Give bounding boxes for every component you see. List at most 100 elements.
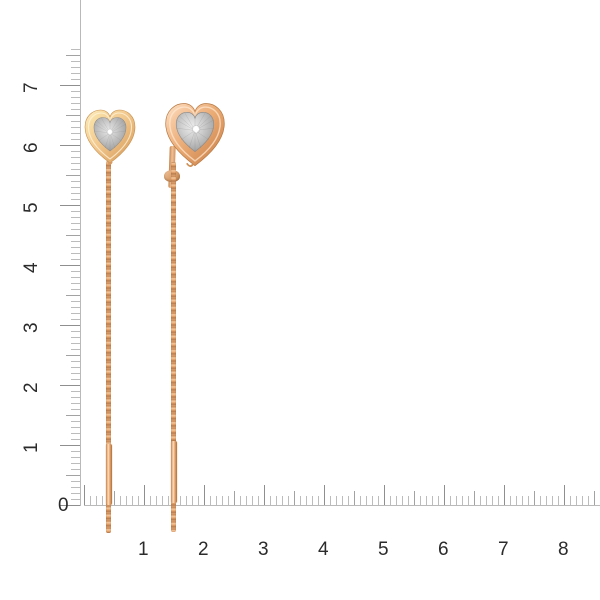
ruler-tick: [71, 73, 80, 74]
ruler-tick: [324, 485, 325, 505]
ruler-tick: [558, 496, 559, 505]
ruler-tick: [71, 61, 80, 62]
ruler-tick: [71, 301, 80, 302]
ruler-tick: [71, 217, 80, 218]
ruler-tick: [71, 163, 80, 164]
ruler-label-x-1: 1: [138, 539, 149, 560]
ruler-tick: [228, 496, 229, 505]
ruler-tick: [258, 496, 259, 505]
ruler-tick: [71, 487, 80, 488]
ruler-tick: [71, 259, 80, 260]
ruler-tick: [294, 491, 295, 505]
ruler-tick: [402, 496, 403, 505]
horizontal-ruler-axis: [84, 505, 600, 506]
ruler-tick: [120, 496, 121, 505]
left-earring-chain: [106, 161, 111, 533]
ruler-tick: [71, 439, 80, 440]
ruler-tick: [534, 491, 535, 505]
ruler-tick: [588, 496, 589, 505]
ruler-tick: [71, 133, 80, 134]
ruler-tick: [456, 496, 457, 505]
ruler-tick: [516, 496, 517, 505]
ruler-tick: [420, 496, 421, 505]
ruler-tick: [144, 485, 145, 505]
ruler-tick: [71, 187, 80, 188]
right-earring: [156, 100, 236, 532]
ruler-tick: [282, 496, 283, 505]
ruler-tick: [132, 496, 133, 505]
ruler-tick: [204, 485, 205, 505]
ruler-tick: [114, 491, 115, 505]
ruler-tick: [540, 496, 541, 505]
diamond-facet: [107, 129, 113, 135]
ruler-label-x-2: 2: [198, 539, 209, 560]
ruler-tick: [594, 491, 595, 505]
ruler-label-y-2: 2: [21, 382, 42, 393]
ruler-tick: [71, 91, 80, 92]
vertical-ruler-axis: [80, 0, 81, 506]
ruler-tick: [510, 496, 511, 505]
left-earring: [80, 105, 150, 533]
ruler-label-x-6: 6: [438, 539, 449, 560]
ruler-tick: [71, 379, 80, 380]
chain-links: [106, 161, 111, 533]
ruler-tick: [348, 496, 349, 505]
right-earring-threader-bar: [170, 441, 177, 503]
ruler-tick: [71, 151, 80, 152]
heart-bail: [186, 162, 194, 167]
ruler-tick: [71, 193, 80, 194]
ruler-tick: [71, 49, 80, 50]
ruler-tick: [576, 496, 577, 505]
ruler-tick: [486, 496, 487, 505]
ruler-tick: [71, 229, 80, 230]
ruler-tick: [71, 331, 80, 332]
ruler-tick: [384, 485, 385, 505]
ruler-tick: [71, 157, 80, 158]
ruler-tick: [66, 355, 80, 356]
ruler-tick: [474, 491, 475, 505]
ruler-label-y-5: 5: [21, 202, 42, 213]
ruler-tick: [492, 496, 493, 505]
ruler-tick: [408, 496, 409, 505]
ruler-tick: [582, 496, 583, 505]
ruler-tick: [71, 253, 80, 254]
ruler-label-y-6: 6: [21, 142, 42, 153]
ruler-tick: [71, 463, 80, 464]
ruler-tick: [570, 496, 571, 505]
ruler-tick: [372, 496, 373, 505]
ruler-tick: [71, 469, 80, 470]
ruler-tick: [71, 493, 80, 494]
ruler-tick: [480, 496, 481, 505]
left-earring-heart: [84, 107, 136, 165]
ruler-tick: [378, 496, 379, 505]
heart-texture: [176, 112, 214, 152]
ruler-tick: [96, 496, 97, 505]
ruler-tick: [60, 325, 80, 326]
ruler-tick: [71, 169, 80, 170]
ruler-label-y-7: 7: [21, 82, 42, 93]
ruler-tick: [468, 496, 469, 505]
ruler-tick: [66, 295, 80, 296]
ruler-label-y-4: 4: [21, 262, 42, 273]
ruler-tick: [198, 496, 199, 505]
ruler-tick: [306, 496, 307, 505]
heart-gold-highlight: [169, 106, 221, 162]
ruler-tick: [71, 103, 80, 104]
right-earring-chain: [171, 162, 176, 532]
ruler-tick: [522, 496, 523, 505]
ruler-tick: [366, 496, 367, 505]
ruler-tick: [84, 485, 85, 505]
ruler-label-x-4: 4: [318, 539, 329, 560]
chain-links: [171, 162, 176, 532]
ruler-tick: [60, 205, 80, 206]
ruler-tick: [186, 496, 187, 505]
ruler-label-y-3: 3: [21, 322, 42, 333]
ruler-tick: [156, 496, 157, 505]
ruler-tick: [450, 496, 451, 505]
ruler-label-x-7: 7: [498, 539, 509, 560]
ruler-tick: [66, 415, 80, 416]
ruler-tick: [300, 496, 301, 505]
ruler-tick: [66, 235, 80, 236]
ruler-tick: [71, 427, 80, 428]
ruler-tick: [276, 496, 277, 505]
